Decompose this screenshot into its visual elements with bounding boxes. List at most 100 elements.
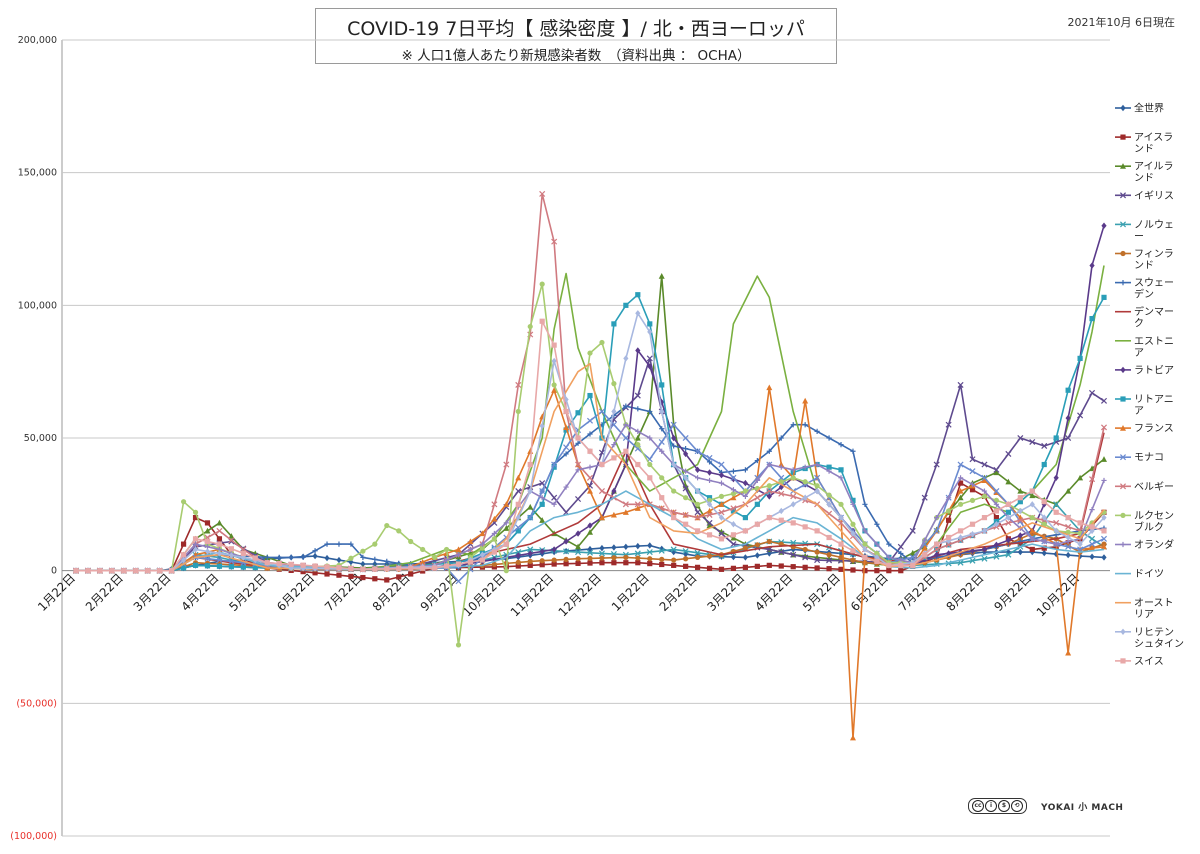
data-point: [790, 493, 797, 500]
data-point: [1101, 554, 1107, 561]
data-point: [1119, 454, 1127, 461]
data-point: [826, 566, 832, 572]
data-point: [623, 448, 629, 454]
data-point: [778, 517, 784, 523]
data-point: [1017, 487, 1024, 494]
data-point: [1065, 414, 1071, 422]
data-point: [587, 448, 593, 454]
data-point: [647, 363, 653, 370]
data-point: [611, 555, 617, 561]
data-point: [886, 554, 892, 560]
data-point: [802, 524, 808, 530]
data-point: [575, 549, 582, 556]
data-point: [467, 538, 474, 545]
x-tick-label: 3月22日: [704, 571, 747, 614]
data-point: [1101, 456, 1107, 462]
data-point: [706, 497, 713, 503]
data-point: [766, 538, 772, 545]
data-point: [623, 355, 629, 362]
data-point: [730, 487, 737, 493]
data-point: [551, 546, 557, 553]
data-point: [623, 560, 629, 566]
data-point: [874, 521, 880, 527]
data-point: [706, 459, 713, 465]
data-point: [969, 497, 976, 503]
data-point: [790, 546, 796, 553]
data-point: [503, 568, 509, 574]
data-point: [694, 501, 701, 507]
data-point: [312, 552, 318, 560]
data-point: [946, 495, 952, 501]
data-point: [910, 562, 916, 568]
data-point: [611, 381, 617, 387]
data-point: [1077, 474, 1084, 481]
data-point: [957, 381, 964, 388]
data-point: [718, 566, 725, 572]
data-point: [802, 479, 808, 485]
data-point: [192, 546, 199, 553]
data-point: [694, 564, 701, 570]
data-point: [216, 563, 223, 569]
data-point: [718, 480, 725, 486]
data-point: [180, 556, 187, 564]
series-line: [76, 362, 1105, 572]
data-point: [790, 539, 797, 546]
data-point: [623, 403, 629, 409]
data-point: [742, 554, 748, 561]
data-point: [850, 530, 856, 537]
data-point: [694, 487, 701, 495]
data-point: [706, 454, 713, 461]
data-point: [754, 542, 760, 548]
legend-label: リヒテン: [1134, 626, 1174, 638]
data-point: [897, 543, 904, 550]
data-point: [264, 560, 270, 566]
data-point: [1077, 355, 1083, 361]
data-point: [145, 568, 151, 574]
data-point: [276, 560, 282, 567]
data-point: [384, 566, 390, 572]
data-point: [742, 493, 748, 499]
data-point: [1077, 412, 1084, 419]
data-point: [850, 501, 856, 507]
data-point: [288, 554, 294, 560]
data-point: [730, 505, 737, 512]
data-point: [814, 549, 820, 555]
x-tick-label: 12月22日: [556, 571, 604, 619]
data-point: [1089, 476, 1096, 483]
data-point: [814, 487, 820, 495]
data-point: [838, 541, 844, 547]
data-point: [1089, 545, 1096, 551]
data-point: [671, 461, 677, 468]
data-point: [180, 552, 187, 558]
data-point: [1005, 536, 1011, 544]
data-point: [408, 571, 414, 577]
data-point: [610, 511, 617, 518]
data-point: [670, 546, 677, 553]
data-point: [1029, 536, 1035, 542]
chart-title-box: COVID-19 7日平均【 感染密度 】/ 北・西ヨーロッパ ※ 人口1億人あ…: [315, 8, 837, 64]
data-point: [204, 548, 211, 555]
data-point: [479, 530, 486, 537]
data-point: [730, 565, 737, 571]
x-tick-label: 2月22日: [657, 571, 700, 614]
data-point: [1017, 517, 1024, 524]
data-point: [635, 442, 641, 448]
data-point: [515, 549, 522, 556]
data-point: [97, 568, 103, 574]
data-point: [1101, 222, 1107, 229]
data-point: [586, 549, 594, 556]
data-point: [563, 556, 569, 562]
data-point: [850, 548, 856, 554]
legend-label: ルクセン: [1134, 510, 1174, 522]
data-point: [587, 350, 593, 356]
data-point: [838, 550, 844, 557]
data-point: [634, 505, 641, 511]
data-point: [647, 321, 653, 327]
data-point: [635, 428, 641, 434]
data-point: [957, 501, 964, 507]
data-point: [1065, 523, 1072, 530]
data-point: [1120, 425, 1126, 431]
data-point: [659, 408, 665, 415]
